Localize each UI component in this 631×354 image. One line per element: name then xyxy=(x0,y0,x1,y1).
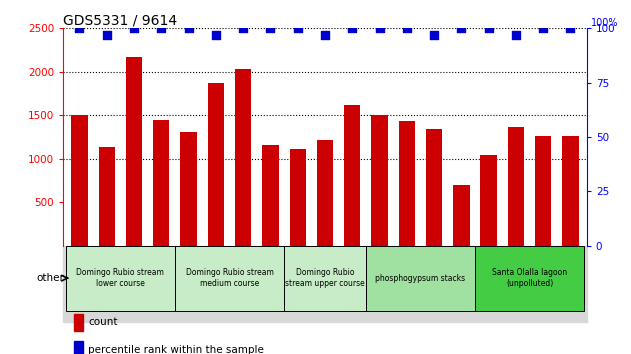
Text: Domingo Rubio stream
lower course: Domingo Rubio stream lower course xyxy=(76,268,164,288)
Point xyxy=(102,32,112,38)
Point xyxy=(511,32,521,38)
Bar xyxy=(208,83,224,246)
Point xyxy=(211,32,221,38)
Point xyxy=(565,25,575,31)
Bar xyxy=(453,185,469,246)
Bar xyxy=(126,57,142,246)
Bar xyxy=(508,126,524,246)
Bar xyxy=(153,120,170,246)
Point xyxy=(402,25,412,31)
Bar xyxy=(71,115,88,246)
Text: Santa Olalla lagoon
(unpolluted): Santa Olalla lagoon (unpolluted) xyxy=(492,268,567,288)
Text: Domingo Rubio stream
medium course: Domingo Rubio stream medium course xyxy=(186,268,273,288)
Bar xyxy=(98,147,115,246)
Bar xyxy=(66,246,175,311)
Bar xyxy=(180,132,197,246)
Point xyxy=(293,25,303,31)
Text: Domingo Rubio
stream upper course: Domingo Rubio stream upper course xyxy=(285,268,365,288)
Bar xyxy=(475,246,584,311)
Bar xyxy=(262,145,279,246)
Point xyxy=(238,25,248,31)
Text: percentile rank within the sample: percentile rank within the sample xyxy=(88,345,264,354)
Bar xyxy=(175,246,284,311)
Text: GDS5331 / 9614: GDS5331 / 9614 xyxy=(63,13,177,27)
Text: phosphogypsum stacks: phosphogypsum stacks xyxy=(375,274,466,282)
Point xyxy=(129,25,139,31)
Bar xyxy=(535,136,551,246)
Text: count: count xyxy=(88,317,118,327)
Bar xyxy=(317,141,333,246)
Bar xyxy=(284,246,366,311)
Point xyxy=(184,25,194,31)
Point xyxy=(74,25,85,31)
Point xyxy=(266,25,276,31)
Point xyxy=(456,25,466,31)
Bar xyxy=(366,246,475,311)
Point xyxy=(429,32,439,38)
Bar xyxy=(344,105,360,246)
Bar xyxy=(63,246,587,321)
Point xyxy=(374,25,384,31)
Point xyxy=(347,25,357,31)
Bar xyxy=(74,314,83,331)
Point xyxy=(538,25,548,31)
Text: 100%: 100% xyxy=(591,18,618,28)
Bar xyxy=(235,69,251,246)
Bar xyxy=(562,136,579,246)
Bar xyxy=(290,149,306,246)
Bar xyxy=(480,155,497,246)
Point xyxy=(483,25,493,31)
Point xyxy=(156,25,167,31)
Point xyxy=(320,32,330,38)
Bar xyxy=(371,115,387,246)
Bar xyxy=(426,129,442,246)
Bar xyxy=(399,121,415,246)
Text: other: other xyxy=(37,273,64,283)
Bar xyxy=(74,342,83,354)
